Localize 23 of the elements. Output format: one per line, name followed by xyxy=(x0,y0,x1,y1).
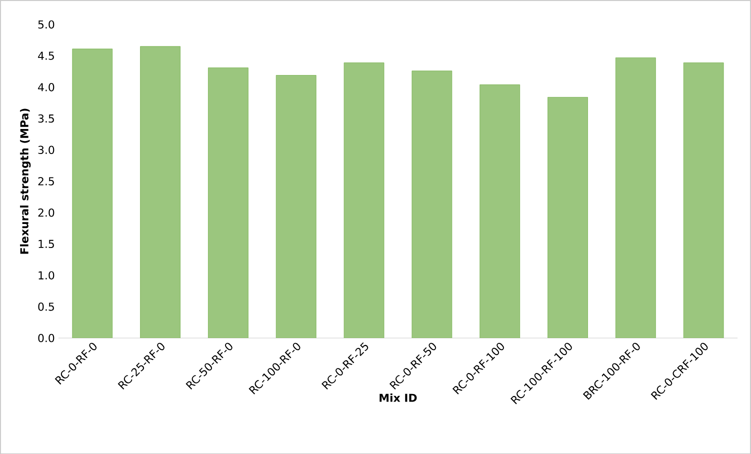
bar xyxy=(140,46,180,338)
y-tick-label: 1.5 xyxy=(38,240,54,248)
bar xyxy=(344,62,384,338)
bar xyxy=(480,84,520,338)
bar xyxy=(412,70,452,338)
bar xyxy=(276,74,316,338)
bar xyxy=(683,62,724,338)
y-tick-label: 4.0 xyxy=(38,82,54,92)
y-tick-label: 4.5 xyxy=(38,52,54,60)
y-tick-label: 3.0 xyxy=(38,146,54,154)
y-tick-label: 2.5 xyxy=(38,176,54,186)
y-tick-label: 3.5 xyxy=(38,114,54,122)
bar xyxy=(72,48,113,338)
x-axis-title: Mix ID xyxy=(380,393,417,402)
y-tick-label: 5.0 xyxy=(38,20,54,28)
y-axis-title: Flexural strength (MPa) xyxy=(20,108,31,254)
y-tick-label: 1.0 xyxy=(38,271,54,280)
y-tick-label: 0.0 xyxy=(38,334,54,342)
bar xyxy=(208,67,248,338)
y-tick-label: 2.0 xyxy=(38,208,54,217)
bar xyxy=(548,96,588,338)
y-tick-label: 0.5 xyxy=(38,302,54,311)
bar xyxy=(616,57,656,338)
